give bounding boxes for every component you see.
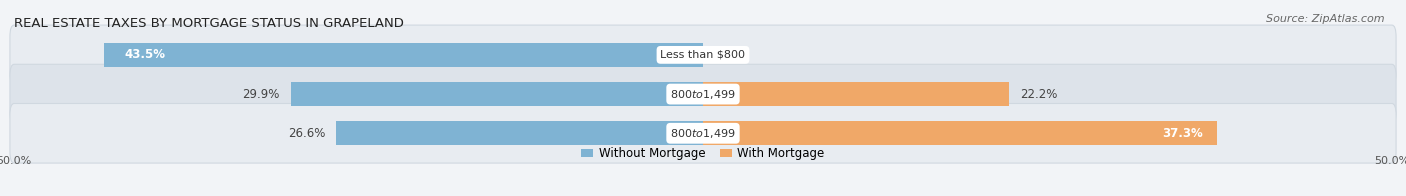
Legend: Without Mortgage, With Mortgage: Without Mortgage, With Mortgage [576, 142, 830, 165]
Text: Source: ZipAtlas.com: Source: ZipAtlas.com [1267, 14, 1385, 24]
Text: 37.3%: 37.3% [1163, 127, 1204, 140]
Text: $800 to $1,499: $800 to $1,499 [671, 88, 735, 101]
Text: 29.9%: 29.9% [243, 88, 280, 101]
Text: $800 to $1,499: $800 to $1,499 [671, 127, 735, 140]
Bar [104, 43, 703, 67]
Bar [703, 82, 1010, 106]
Text: 43.5%: 43.5% [124, 48, 166, 61]
Bar [291, 82, 703, 106]
FancyBboxPatch shape [10, 25, 1396, 85]
Text: 22.2%: 22.2% [1019, 88, 1057, 101]
Text: REAL ESTATE TAXES BY MORTGAGE STATUS IN GRAPELAND: REAL ESTATE TAXES BY MORTGAGE STATUS IN … [14, 17, 404, 30]
Text: 26.6%: 26.6% [288, 127, 325, 140]
Text: Less than $800: Less than $800 [661, 50, 745, 60]
FancyBboxPatch shape [10, 64, 1396, 124]
FancyBboxPatch shape [10, 103, 1396, 163]
Text: 0.0%: 0.0% [714, 48, 744, 61]
Bar [336, 121, 703, 145]
Bar [703, 121, 1218, 145]
